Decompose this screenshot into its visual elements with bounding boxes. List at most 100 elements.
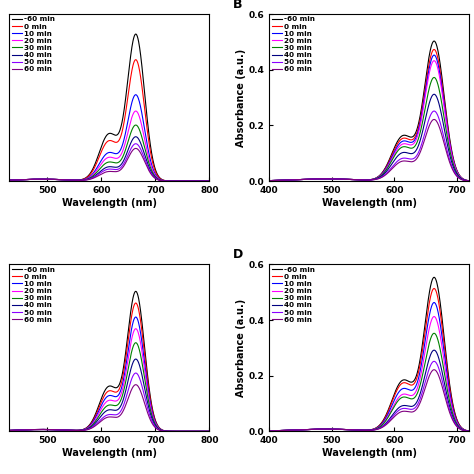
30 min — [157, 427, 163, 433]
0 min — [97, 152, 103, 158]
30 min — [125, 141, 130, 147]
10 min — [97, 160, 103, 165]
60 min — [266, 178, 272, 183]
30 min — [302, 176, 308, 182]
-60 min — [7, 177, 12, 183]
60 min — [58, 177, 64, 182]
60 min — [133, 382, 138, 388]
10 min — [400, 386, 406, 392]
0 min — [302, 427, 308, 432]
10 min — [431, 300, 437, 305]
20 min — [384, 164, 390, 170]
20 min — [431, 58, 437, 64]
50 min — [384, 170, 390, 175]
Line: 20 min: 20 min — [269, 317, 469, 431]
Line: -60 min: -60 min — [269, 277, 469, 431]
0 min — [157, 176, 163, 182]
40 min — [302, 176, 308, 182]
50 min — [42, 427, 48, 432]
Line: 10 min: 10 min — [269, 55, 469, 181]
0 min — [42, 176, 48, 182]
60 min — [417, 150, 423, 156]
Line: 0 min: 0 min — [9, 60, 210, 181]
30 min — [7, 177, 12, 183]
40 min — [42, 427, 48, 432]
50 min — [140, 153, 146, 158]
Line: 20 min: 20 min — [9, 329, 210, 431]
Text: D: D — [233, 248, 244, 261]
50 min — [357, 427, 363, 433]
20 min — [42, 427, 48, 432]
Line: 50 min: 50 min — [269, 111, 469, 181]
50 min — [384, 420, 390, 426]
60 min — [97, 419, 103, 425]
-60 min — [302, 427, 308, 432]
60 min — [157, 428, 163, 433]
0 min — [431, 46, 437, 52]
Line: 10 min: 10 min — [9, 95, 210, 181]
0 min — [133, 57, 138, 63]
Line: 0 min: 0 min — [269, 289, 469, 431]
-60 min — [7, 428, 12, 433]
50 min — [266, 178, 272, 183]
-60 min — [157, 175, 163, 181]
0 min — [357, 177, 363, 182]
40 min — [157, 427, 163, 433]
0 min — [431, 286, 437, 292]
20 min — [357, 177, 363, 182]
Line: 60 min: 60 min — [269, 119, 469, 181]
Line: 60 min: 60 min — [9, 385, 210, 431]
10 min — [7, 428, 12, 433]
-60 min — [42, 427, 48, 432]
10 min — [431, 52, 437, 58]
10 min — [207, 178, 212, 184]
60 min — [7, 177, 12, 183]
0 min — [97, 402, 103, 408]
30 min — [302, 427, 308, 432]
-60 min — [318, 426, 324, 432]
60 min — [302, 176, 308, 182]
10 min — [97, 406, 103, 411]
30 min — [207, 428, 212, 434]
60 min — [384, 171, 390, 176]
30 min — [318, 426, 324, 432]
-60 min — [384, 410, 390, 415]
10 min — [266, 178, 272, 183]
40 min — [97, 415, 103, 420]
50 min — [125, 391, 130, 396]
40 min — [318, 426, 324, 432]
-60 min — [384, 162, 390, 167]
60 min — [133, 146, 138, 151]
-60 min — [431, 274, 437, 280]
10 min — [157, 177, 163, 182]
-60 min — [140, 77, 146, 82]
30 min — [97, 166, 103, 172]
30 min — [133, 340, 138, 346]
50 min — [417, 397, 423, 402]
20 min — [157, 427, 163, 432]
Line: -60 min: -60 min — [269, 41, 469, 181]
30 min — [157, 177, 163, 183]
-60 min — [133, 289, 138, 294]
40 min — [207, 178, 212, 184]
30 min — [58, 427, 64, 433]
Line: 10 min: 10 min — [269, 302, 469, 431]
10 min — [384, 413, 390, 419]
20 min — [266, 428, 272, 434]
40 min — [140, 148, 146, 154]
-60 min — [157, 426, 163, 432]
0 min — [417, 363, 423, 369]
0 min — [466, 428, 472, 434]
60 min — [58, 427, 64, 433]
20 min — [318, 176, 324, 182]
60 min — [431, 117, 437, 122]
50 min — [318, 176, 324, 182]
60 min — [400, 409, 406, 414]
40 min — [7, 428, 12, 433]
-60 min — [266, 428, 272, 434]
10 min — [417, 121, 423, 127]
20 min — [357, 427, 363, 433]
Line: 60 min: 60 min — [269, 370, 469, 431]
0 min — [58, 177, 64, 182]
0 min — [400, 380, 406, 386]
